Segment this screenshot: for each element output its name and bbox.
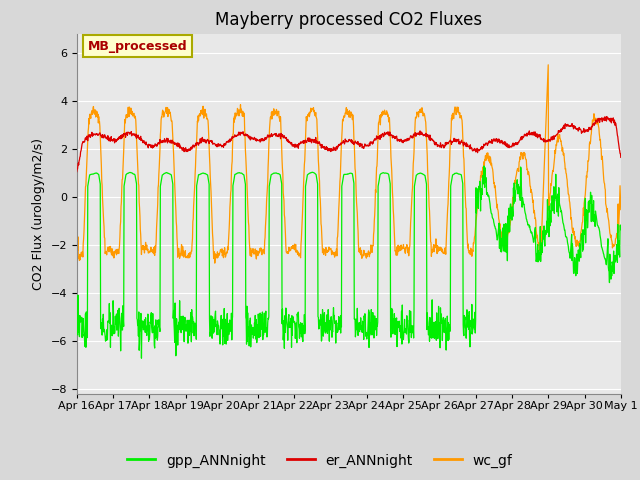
Y-axis label: CO2 Flux (urology/m2/s): CO2 Flux (urology/m2/s) — [32, 138, 45, 289]
Legend: gpp_ANNnight, er_ANNnight, wc_gf: gpp_ANNnight, er_ANNnight, wc_gf — [122, 448, 518, 473]
Text: MB_processed: MB_processed — [88, 40, 188, 53]
Title: Mayberry processed CO2 Fluxes: Mayberry processed CO2 Fluxes — [215, 11, 483, 29]
